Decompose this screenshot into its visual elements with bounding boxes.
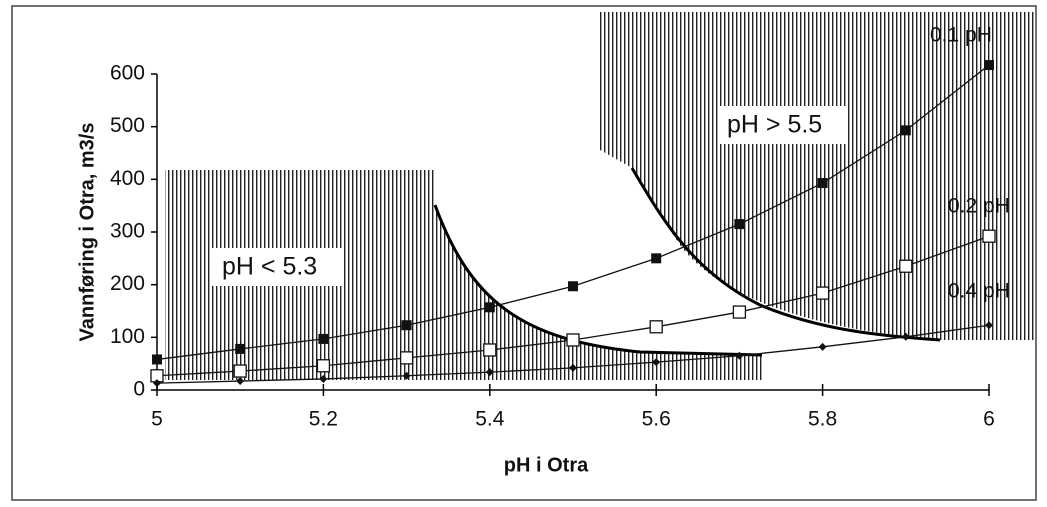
marker	[485, 368, 494, 377]
x-tick-label: 5.6	[642, 408, 671, 431]
series-label: 0.1 pH	[930, 24, 992, 47]
marker	[984, 60, 994, 71]
y-tick-label: 0	[133, 378, 145, 401]
marker	[152, 354, 162, 365]
marker	[483, 343, 497, 357]
marker	[569, 363, 577, 372]
marker	[649, 320, 663, 334]
x-tick-label: 6	[983, 408, 995, 431]
marker	[566, 333, 580, 347]
marker	[484, 302, 495, 313]
y-axis-title: Vannføring i Otra, m3/s	[76, 123, 98, 342]
y-tick-label: 500	[110, 114, 145, 137]
annotation-box	[718, 106, 848, 144]
annotation: pH > 5.5	[727, 111, 822, 139]
annotation-box	[212, 248, 342, 286]
x-axis-title: pH i Otra	[504, 454, 589, 476]
marker	[734, 219, 745, 230]
marker	[318, 333, 329, 344]
plot: 0 100 200 300 400 500 600 5 5.2 5.4 5.6 5.8 6	[110, 60, 996, 431]
marker	[402, 371, 411, 380]
boundary-curve-high	[630, 167, 941, 342]
y-tick-label: 400	[110, 167, 145, 190]
marker	[817, 178, 828, 189]
x-tick-label: 5.8	[808, 408, 837, 431]
series-label: 0.4 pH	[948, 280, 1010, 303]
marker	[399, 351, 414, 365]
marker	[732, 305, 747, 319]
marker	[818, 342, 827, 351]
y-tick-label: 600	[110, 62, 145, 85]
marker	[316, 359, 331, 373]
marker	[236, 377, 245, 386]
hatched-region-high	[600, 12, 1035, 340]
marker	[651, 253, 662, 264]
marker	[235, 343, 246, 354]
x-tick-label: 5	[151, 408, 163, 431]
marker	[233, 364, 247, 378]
marker	[401, 320, 412, 331]
series-label: 0.2 pH	[948, 195, 1010, 218]
x-tick-label: 5.4	[475, 408, 505, 431]
marker	[985, 321, 993, 330]
marker	[319, 374, 328, 383]
marker	[735, 351, 744, 360]
marker	[900, 125, 911, 136]
marker	[568, 281, 578, 292]
y-tick-label: 100	[110, 325, 145, 348]
x-tick-label: 5.2	[309, 408, 338, 431]
y-tick-label: 200	[110, 272, 145, 295]
marker	[901, 332, 910, 341]
hatched-region-low	[165, 170, 762, 380]
frame	[11, 5, 1037, 501]
marker	[652, 358, 661, 367]
marker	[982, 229, 996, 243]
marker	[899, 259, 913, 273]
marker	[815, 286, 830, 300]
boundary-curve-low	[433, 204, 763, 357]
marker	[153, 379, 161, 388]
y-tick-label: 300	[110, 220, 145, 243]
annotation: pH < 5.3	[222, 253, 317, 281]
